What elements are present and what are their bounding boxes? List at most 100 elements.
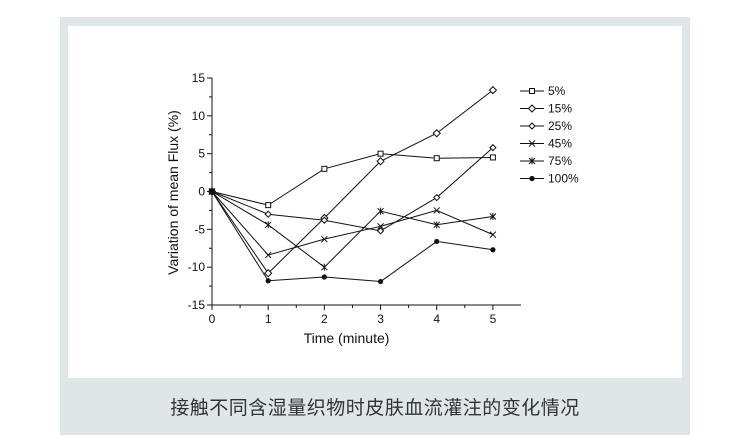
marker-diamond [527, 104, 537, 113]
marker-diamond [264, 210, 272, 218]
marker-diamond [376, 227, 385, 235]
marker-square [433, 155, 440, 162]
y-tick-label: 5 [198, 147, 205, 161]
marker-dot [321, 274, 327, 280]
legend-marker [529, 175, 535, 182]
legend-item-5: 100% [520, 172, 579, 186]
marker-square [377, 150, 384, 157]
marker-x-stroke [321, 235, 328, 243]
legend-item-1: 15% [520, 102, 572, 116]
data-point-3-5 [489, 231, 497, 238]
x-tick-label: 3 [377, 312, 384, 326]
x-tick-label: 5 [490, 312, 497, 326]
y-tick-label: 0 [198, 185, 205, 199]
marker-x-stroke [433, 207, 441, 214]
marker-dot [209, 188, 215, 195]
legend-marker [528, 122, 536, 130]
series-markers [207, 85, 498, 285]
legend-item-4: 75% [520, 154, 572, 168]
y-tick-label: 15 [192, 71, 206, 85]
marker-diamond [488, 85, 498, 95]
marker-square [489, 154, 496, 161]
marker-diamond [433, 193, 441, 202]
marker-x-stroke [377, 222, 384, 230]
marker-diamond [320, 216, 329, 224]
legend-marker [528, 157, 536, 165]
marker-diamond [432, 129, 441, 138]
data-point-4-1 [264, 221, 272, 229]
data-point-0-4 [433, 155, 440, 162]
marker-dot [434, 238, 440, 245]
y-tick-label: -15 [188, 298, 206, 312]
data-point-1-1 [263, 269, 273, 278]
marker-diamond [263, 269, 273, 278]
data-point-2-1 [264, 210, 272, 218]
marker-dot [529, 175, 535, 182]
data-point-3-2 [321, 235, 328, 243]
data-point-3-3 [377, 222, 384, 230]
data-point-3-1 [264, 251, 272, 259]
marker-dot [377, 278, 384, 285]
marker-square [529, 88, 535, 94]
legend-item-3: 45% [520, 137, 572, 151]
series-line-0 [211, 153, 493, 206]
data-point-1-4 [432, 129, 441, 138]
data-point-4-5 [489, 212, 497, 220]
marker-x-stroke [264, 251, 272, 259]
legend-label: 100% [548, 172, 579, 186]
series-line-1 [211, 89, 494, 274]
plot-area [68, 26, 682, 378]
data-point-0-5 [489, 154, 496, 161]
x-tick-label: 4 [433, 312, 440, 326]
legend-label: 75% [548, 154, 572, 168]
x-tick-label: 2 [321, 312, 328, 326]
marker-dot [490, 247, 496, 253]
data-point-5-3 [377, 278, 384, 285]
x-tick-label: 0 [209, 312, 216, 326]
y-tick-label: -10 [188, 260, 206, 274]
data-point-2-2 [320, 216, 329, 224]
legend-label: 5% [548, 84, 566, 98]
data-point-5-5 [490, 247, 496, 253]
data-point-1-3 [376, 157, 385, 166]
data-point-5-0 [209, 188, 215, 195]
y-tick-label: -5 [194, 222, 205, 236]
data-point-5-1 [265, 278, 271, 284]
data-point-5-2 [321, 274, 327, 280]
data-point-2-3 [376, 227, 385, 235]
data-point-5-4 [434, 238, 440, 245]
series-line-3 [211, 191, 494, 256]
legend-item-2: 25% [520, 119, 572, 133]
data-point-0-3 [377, 150, 384, 157]
legend-marker [527, 104, 537, 113]
legend-marker [529, 88, 535, 94]
data-point-4-3 [377, 207, 384, 215]
marker-square [265, 202, 272, 209]
y-tick-label: 10 [192, 109, 206, 123]
legend-item-0: 5% [520, 84, 566, 98]
y-axis-title: Variation of mean Flux (%) [165, 110, 181, 275]
marker-diamond [528, 122, 536, 130]
series-line-4 [211, 191, 493, 268]
legend-label: 15% [548, 102, 572, 116]
marker-x-stroke [489, 231, 497, 238]
x-tick-label: 1 [265, 312, 272, 326]
data-point-3-4 [433, 207, 441, 214]
marker-diamond [489, 143, 497, 152]
data-point-4-4 [433, 221, 441, 229]
series-line-2 [211, 147, 494, 232]
data-point-2-4 [433, 193, 441, 202]
data-point-1-5 [488, 85, 498, 95]
data-point-0-1 [265, 202, 272, 209]
data-point-4-2 [321, 263, 328, 271]
marker-diamond [376, 157, 385, 166]
figure-caption: 接触不同含湿量织物时皮肤血流灌注的变化情况 [170, 397, 580, 419]
marker-x-stroke [528, 140, 536, 147]
series-line-5 [211, 191, 493, 283]
legend-marker [528, 140, 536, 147]
marker-dot [265, 278, 271, 284]
series-lines [211, 89, 494, 283]
data-point-2-5 [489, 143, 497, 152]
